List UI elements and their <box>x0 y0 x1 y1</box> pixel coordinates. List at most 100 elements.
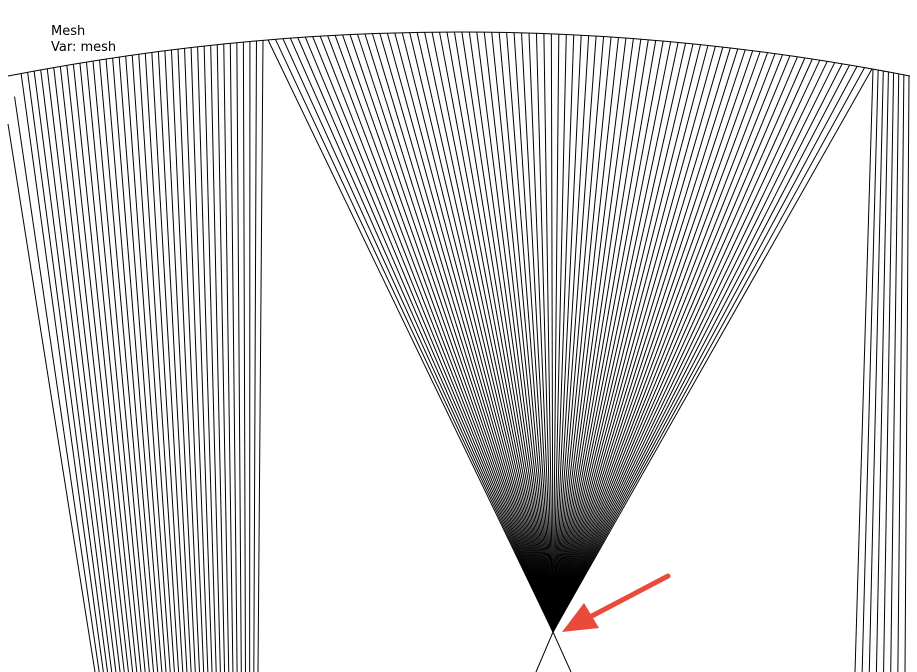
mesh-edge <box>552 66 858 633</box>
mesh-edge <box>20 73 104 672</box>
mesh-edge <box>364 33 554 633</box>
mesh-edge <box>528 33 554 633</box>
mesh-edge <box>854 69 874 672</box>
mesh-edge <box>371 33 554 633</box>
legend-title: Mesh <box>51 24 85 39</box>
mesh-edge <box>552 36 605 633</box>
mesh-edge <box>118 56 167 672</box>
mesh-edge <box>483 32 554 633</box>
arrow-head <box>562 603 599 632</box>
mesh-edge <box>552 35 582 633</box>
mesh-edge <box>461 31 554 633</box>
mesh-edge <box>72 64 138 672</box>
mesh-edge <box>552 39 642 633</box>
mesh-edge <box>552 45 709 633</box>
mesh-edge <box>904 75 910 672</box>
mesh-edge <box>99 59 155 672</box>
mesh-edge <box>197 46 217 672</box>
mesh-edge <box>476 32 554 633</box>
mesh-edge <box>431 32 554 633</box>
mesh-edge <box>257 40 264 672</box>
mesh-edge <box>105 58 159 672</box>
mesh-edge <box>53 67 125 672</box>
mesh-edge <box>897 74 905 672</box>
mesh-edge <box>177 49 205 672</box>
mesh-edge <box>552 68 873 633</box>
mesh-edge <box>334 35 554 633</box>
mesh-edge <box>312 36 554 633</box>
mesh-edge <box>552 36 597 633</box>
mesh-edge <box>170 49 200 672</box>
mesh-edge <box>267 39 554 633</box>
mesh-edge <box>521 32 554 633</box>
mesh-edge <box>79 63 142 672</box>
mesh-edge <box>131 55 175 672</box>
mesh-edge <box>236 42 242 672</box>
mesh-edge <box>552 42 687 633</box>
mesh-edge <box>446 31 554 633</box>
mesh-edge <box>535 33 554 633</box>
mesh-edge <box>552 46 716 633</box>
mesh-edge <box>552 56 798 633</box>
mesh-edge <box>394 32 554 633</box>
mesh-edge <box>535 631 554 672</box>
mesh-edge <box>543 33 554 633</box>
mesh-edge <box>552 64 851 633</box>
mesh-edge <box>203 46 221 672</box>
mesh-edge <box>190 47 213 672</box>
mesh-edge <box>357 34 554 633</box>
mesh-edge <box>85 61 146 672</box>
mesh-edge <box>552 52 769 633</box>
mesh-edge <box>439 31 554 633</box>
mesh-edge <box>164 50 196 672</box>
mesh-edge <box>46 68 121 672</box>
mesh-edge <box>27 72 109 672</box>
mesh-edge <box>59 66 129 672</box>
mesh-edge <box>342 34 554 633</box>
mesh-edge <box>552 51 761 633</box>
mesh-edge <box>138 54 180 672</box>
mesh-edge <box>875 71 889 672</box>
mesh-edge <box>424 32 554 633</box>
mesh-edge <box>319 35 554 633</box>
mesh-edge <box>216 44 230 672</box>
mesh-edge <box>229 43 238 672</box>
mesh-edge <box>282 38 554 633</box>
mesh-edge <box>552 67 865 633</box>
mesh-edge <box>242 42 246 672</box>
mesh-edge <box>552 39 649 633</box>
mesh-edge <box>552 631 572 672</box>
mesh-edge <box>401 32 554 633</box>
mesh-edge <box>552 42 679 633</box>
mesh-edge <box>409 32 554 633</box>
mesh-edge <box>297 37 554 633</box>
mesh-edge <box>552 61 828 633</box>
mesh-edge <box>491 32 554 633</box>
mesh-edge <box>552 59 821 633</box>
mesh-edge <box>304 36 554 633</box>
mesh-edge <box>498 32 554 633</box>
mesh-edge <box>386 32 554 633</box>
mesh-edge <box>552 34 575 633</box>
mesh-edge <box>327 35 554 633</box>
mesh-edge <box>552 48 739 633</box>
mesh-edge <box>7 123 96 672</box>
mesh-edge <box>157 51 192 672</box>
mesh-edge <box>552 40 657 633</box>
mesh-edge <box>552 38 634 633</box>
mesh-edge <box>552 41 672 633</box>
legend-variable: Var: mesh <box>51 40 116 55</box>
mesh-edge <box>552 37 619 633</box>
mesh-edge <box>210 45 226 672</box>
mesh-edge <box>33 70 113 672</box>
mesh-edge <box>552 62 836 633</box>
mesh-edge <box>416 32 554 633</box>
mesh-edge <box>66 65 134 672</box>
mesh-edge <box>223 43 234 672</box>
mesh-edge <box>468 31 554 633</box>
mesh <box>7 31 911 672</box>
mesh-edge <box>506 32 554 633</box>
mesh-edge <box>552 55 791 633</box>
mesh-edge <box>453 31 554 633</box>
